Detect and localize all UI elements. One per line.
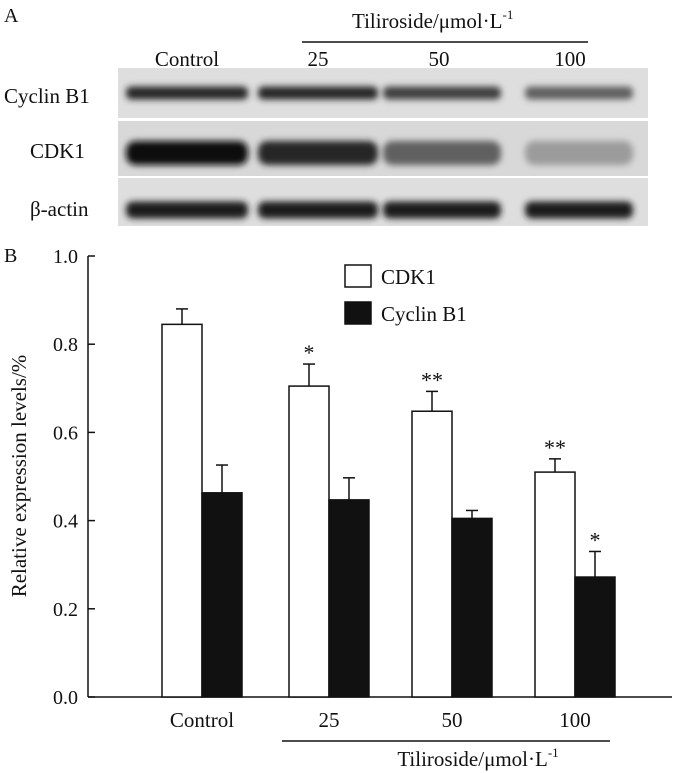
legend-swatch-cyclin-b1 [344,301,372,325]
bar-cdk1 [161,323,203,698]
blot-row-2 [118,178,648,226]
blot-row-label-cdk1: CDK1 [30,139,85,163]
lane-label-25: 25 [308,47,329,71]
x-tick-label: 25 [319,708,340,732]
blot-lane-labels: Control 25 50 100 [155,47,586,71]
blot-row-0 [118,68,648,118]
western-blot [118,68,648,226]
significance-marker: ** [544,435,566,460]
y-tick-label: 0.4 [53,511,78,533]
lane-label-50: 50 [429,47,450,71]
blot-band [383,141,501,165]
blot-band [383,86,501,100]
y-tick-label: 0.6 [53,422,78,444]
y-tick-label: 0.8 [53,334,78,356]
bar-cyclin-b1 [201,492,243,698]
x-tick-label: Control [170,708,234,732]
x-tick-label: 50 [442,708,463,732]
bar-cdk1 [411,410,453,698]
blot-band [258,201,378,219]
panel-b-label: B [4,245,17,267]
legend-label: Cyclin B1 [381,302,467,326]
x-tick-label: 100 [559,708,591,732]
y-tick-label: 0.0 [53,687,78,709]
bar-cdk1 [288,385,330,698]
blot-band [383,201,501,219]
significance-marker: * [590,527,601,552]
bar-cyclin-b1 [451,517,493,698]
significance-marker: ** [421,367,443,392]
blot-row-label-cyclin-b1: Cyclin B1 [4,84,90,108]
lane-label-control: Control [155,47,219,71]
bar-cyclin-b1 [574,576,616,698]
legend-swatch-cdk1 [344,264,372,288]
blot-band [126,141,248,165]
panel-a-label: A [4,5,19,27]
blot-band [525,86,633,100]
significance-marker: * [304,340,315,365]
blot-band [525,141,633,165]
blot-row-label-beta-actin: β-actin [30,197,89,221]
blot-band [126,201,248,219]
blot-band [126,86,248,100]
bar-cdk1 [534,471,576,698]
blot-band [258,86,378,100]
y-tick-label: 1.0 [53,246,78,268]
legend-label: CDK1 [381,265,436,289]
bar-cyclin-b1 [328,499,370,698]
blot-row-1 [118,121,648,176]
blot-band [525,201,633,219]
x-axis-label: Tiliroside/μmol·L-1 [397,745,558,771]
y-tick-label: 0.2 [53,599,78,621]
blot-band [258,141,378,165]
blot-treatment-label: Tiliroside/μmol·L-1 [352,7,513,33]
lane-label-100: 100 [554,47,586,71]
y-axis-label: Relative expression levels/% [7,355,31,598]
